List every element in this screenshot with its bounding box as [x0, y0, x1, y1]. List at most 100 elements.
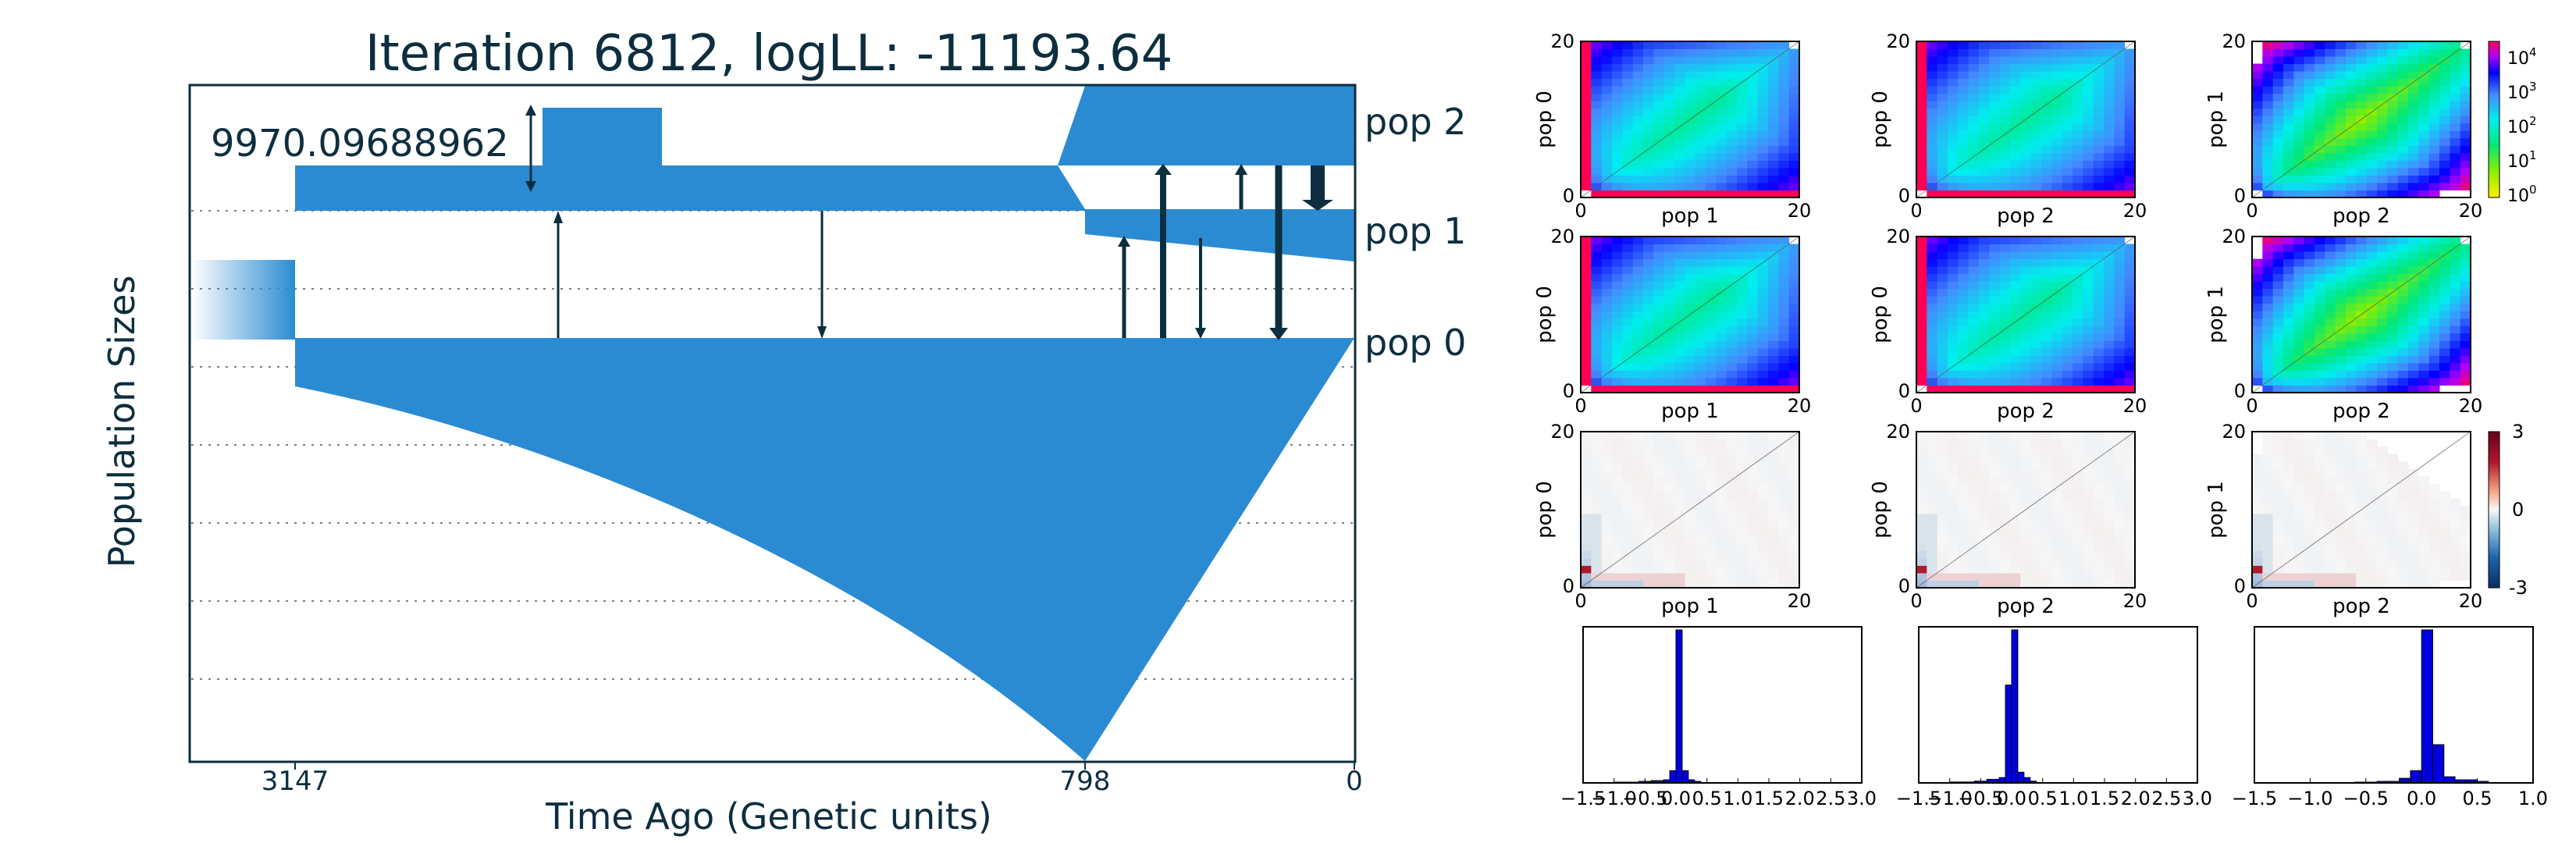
sfs-cell	[2408, 311, 2419, 319]
sfs-cell	[2114, 468, 2126, 477]
sfs-cell	[2325, 498, 2336, 507]
sfs-cell	[1937, 333, 1948, 341]
sfs-cell	[1643, 175, 1654, 183]
sfs-cell	[1622, 362, 1634, 371]
sfs-cell	[2450, 237, 2461, 245]
sfs-cell	[2041, 175, 2052, 183]
sfs-cell	[1747, 347, 1759, 356]
sfs-cell	[1948, 542, 1959, 551]
sfs-cell	[2272, 71, 2284, 80]
sfs-cell	[1737, 557, 1748, 566]
sfs-cell	[1663, 362, 1675, 371]
sfs-cell	[1612, 288, 1623, 297]
sfs-cell	[2439, 116, 2450, 124]
sfs-heatmap	[2252, 41, 2471, 198]
sfs-cell	[1999, 454, 2011, 462]
sfs-cell	[1757, 108, 1769, 116]
sfs-cell	[2325, 468, 2336, 477]
sfs-cell	[2010, 167, 2021, 176]
sfs-cell	[2272, 48, 2284, 57]
sfs-cell	[2293, 78, 2305, 87]
sfs-cell	[1788, 93, 1800, 101]
sfs-cell	[2114, 258, 2126, 267]
sfs-cell	[2114, 152, 2126, 161]
sfs-cell	[1726, 362, 1738, 371]
sfs-cell	[1747, 303, 1759, 311]
sfs-cell	[1747, 333, 1759, 341]
sfs-cell	[2460, 48, 2471, 57]
sfs-cell	[1979, 521, 1990, 529]
sfs-cell	[2114, 303, 2126, 311]
sfs-cell	[1958, 56, 1969, 65]
sfs-cell	[2124, 557, 2136, 566]
sfs-cell	[2093, 439, 2105, 447]
sfs-cell	[2073, 71, 2083, 80]
sfs-cell	[1937, 108, 1948, 116]
sfs-cell	[2450, 565, 2461, 574]
sfs-cell	[2272, 557, 2284, 566]
sfs-cell	[2460, 377, 2471, 386]
sfs-cell	[2377, 152, 2388, 161]
sfs-cell	[1768, 439, 1779, 447]
sfs-cell	[1716, 63, 1727, 72]
sfs-cell	[1747, 56, 1759, 65]
sfs-cell	[2073, 303, 2083, 311]
sfs-cell	[2346, 362, 2357, 371]
sfs-cell	[1757, 167, 1769, 176]
sfs-cell	[2439, 86, 2450, 94]
sfs-cell	[2428, 491, 2440, 500]
sfs-cell	[1581, 296, 1592, 304]
sfs-cell	[1999, 78, 2011, 87]
sfs-cell	[1788, 565, 1800, 574]
sfs-cell	[2293, 347, 2305, 356]
sfs-cell	[1716, 86, 1727, 94]
sfs-cell	[1612, 175, 1623, 183]
sfs-cell	[1591, 86, 1603, 94]
sfs-cell	[1706, 311, 1717, 319]
sfs-cell	[2335, 175, 2347, 183]
sfs-cell	[1591, 580, 1603, 589]
sfs-cell	[2366, 506, 2378, 514]
sfs-cell	[1768, 347, 1779, 356]
sfs-cell	[1653, 468, 1665, 477]
sfs-cell	[1747, 355, 1759, 364]
sfs-cell	[1737, 244, 1748, 252]
sfs-cell	[1757, 439, 1769, 447]
sfs-cell	[1747, 521, 1759, 529]
sfs-cell	[2010, 439, 2021, 447]
sfs-cell	[1958, 167, 1969, 176]
sfs-cell	[2262, 281, 2274, 290]
sfs-cell	[2104, 258, 2115, 267]
sfs-cell	[2252, 333, 2263, 341]
sfs-cell	[2346, 468, 2357, 477]
sfs-cell	[1706, 535, 1717, 544]
sfs-cell	[1916, 137, 1927, 146]
sfs-cell	[2051, 258, 2063, 267]
sfs-cell	[2272, 145, 2284, 154]
sfs-cell	[2020, 56, 2032, 65]
sfs-cell	[1999, 63, 2011, 72]
sfs-cell	[2387, 167, 2399, 176]
sfs-cell	[2325, 557, 2336, 566]
sfs-cell	[1601, 130, 1613, 139]
sfs-cell	[2114, 78, 2126, 87]
sfs-cell	[2030, 513, 2042, 521]
sfs-cell	[2041, 572, 2052, 581]
sfs-cell	[1653, 303, 1665, 311]
sfs-cell	[2030, 446, 2042, 455]
sfs-cell	[1968, 288, 1980, 297]
sfs-cell	[2252, 483, 2263, 492]
histogram-tick-label: 0.0	[1661, 788, 1691, 809]
sfs-cell	[2408, 116, 2419, 124]
sfs-cell	[1601, 273, 1613, 282]
sfs-cell	[2366, 550, 2378, 559]
sfs-cell	[1999, 513, 2011, 521]
sfs-cell	[2356, 123, 2368, 131]
sfs-cell	[2010, 108, 2021, 116]
sfs-cell	[1601, 325, 1613, 334]
sfs-cell	[2408, 377, 2419, 386]
sfs-cell	[2262, 355, 2274, 364]
sfs-cell	[1768, 78, 1779, 87]
sfs-cell	[1685, 281, 1696, 290]
sfs-cell	[2356, 137, 2368, 146]
